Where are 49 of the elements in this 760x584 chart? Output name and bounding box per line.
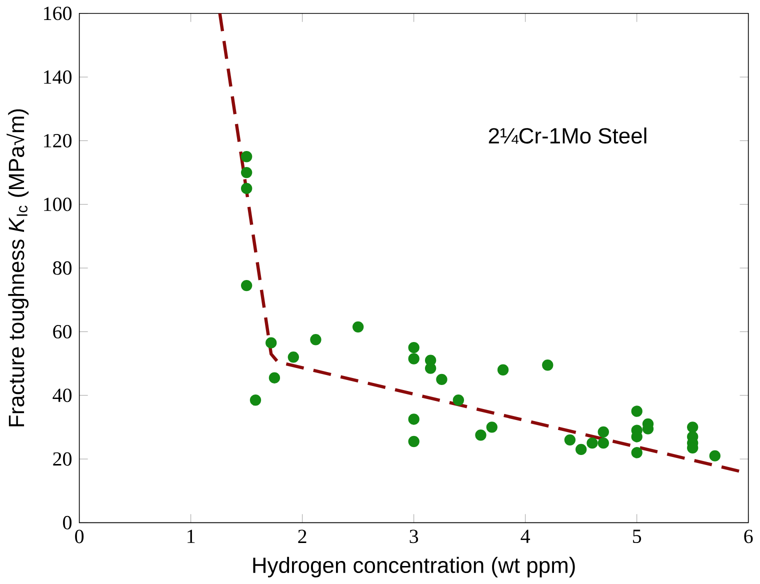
y-tick-label: 140	[44, 70, 72, 84]
point	[266, 337, 277, 348]
y-tick-label: 160	[44, 6, 72, 20]
y-tick-label: 60	[53, 324, 72, 338]
point	[240, 280, 252, 292]
x-tick-label: 2	[298, 530, 306, 543]
x-tick-label: 6	[744, 530, 753, 544]
point	[631, 406, 642, 417]
y-tick-label: 100	[44, 198, 72, 212]
y-tick-label: 20	[53, 452, 72, 466]
point	[564, 434, 576, 446]
point	[475, 430, 486, 441]
point	[586, 437, 598, 449]
point	[408, 353, 420, 364]
point	[687, 422, 698, 433]
point	[352, 321, 364, 332]
point	[408, 342, 420, 354]
x-tick-label: 3	[410, 530, 418, 544]
point	[542, 360, 554, 371]
point	[268, 372, 280, 384]
annotation: 2¼Cr-1Mo Steel	[488, 127, 646, 144]
y-tick-label: 120	[44, 134, 72, 148]
x-tick-label: 1	[188, 530, 195, 543]
point	[240, 166, 252, 178]
point	[408, 436, 420, 448]
point	[424, 362, 436, 374]
point	[576, 444, 587, 456]
y-axis-title: Fracture toughness K$_{Ic}$ (MPa√m)	[6, 109, 29, 426]
point	[497, 364, 509, 376]
point	[598, 426, 609, 438]
point	[240, 151, 252, 162]
point	[436, 374, 448, 386]
x-tick-label: 4	[520, 530, 530, 543]
point	[240, 182, 252, 194]
point	[598, 437, 609, 449]
point	[631, 447, 642, 458]
point	[452, 394, 464, 406]
point	[310, 334, 322, 346]
point	[408, 414, 420, 425]
point	[288, 352, 300, 363]
y-tick-label: 40	[52, 388, 72, 402]
point	[709, 450, 720, 462]
y-tick-label: 80	[53, 261, 72, 275]
x-tick-label: 0	[75, 530, 84, 544]
point	[250, 394, 262, 406]
y-tick-label: 0	[63, 516, 72, 530]
x-axis-title: Hydrogen concentration (wt ppm)	[253, 556, 575, 578]
point	[486, 422, 498, 433]
x-tick-label: 5	[633, 530, 642, 543]
